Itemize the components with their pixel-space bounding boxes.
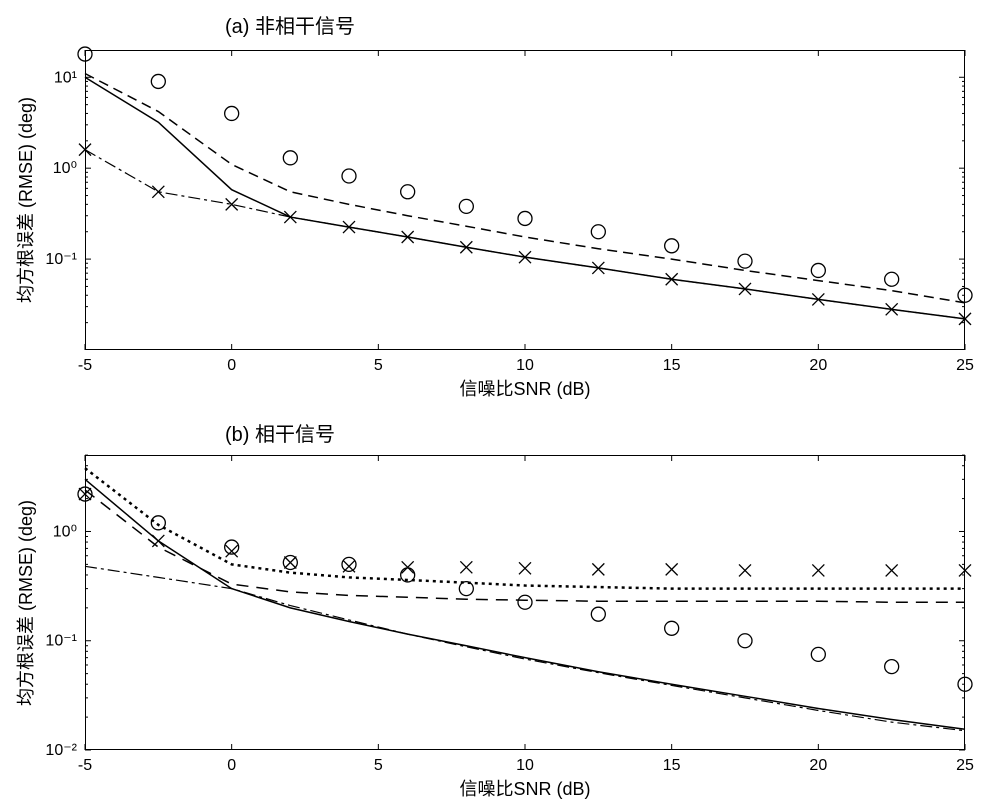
figure: (a) 非相干信号 -5051015202510⁻¹10⁰10¹ 均方根误差 (… xyxy=(0,0,1000,807)
svg-text:5: 5 xyxy=(374,757,383,774)
svg-text:10⁰: 10⁰ xyxy=(53,523,77,540)
svg-text:0: 0 xyxy=(227,757,236,774)
svg-text:10⁻²: 10⁻² xyxy=(45,742,77,759)
svg-text:10: 10 xyxy=(516,757,534,774)
panel-b-ylabel: 均方根误差 (RMSE) (deg) xyxy=(12,506,38,706)
panel-b-xlabel: 信噪比SNR (dB) xyxy=(425,775,625,801)
svg-text:10⁻¹: 10⁻¹ xyxy=(45,633,77,650)
svg-text:20: 20 xyxy=(809,757,827,774)
svg-text:15: 15 xyxy=(663,757,681,774)
svg-text:25: 25 xyxy=(956,757,974,774)
panel-b-svg: -5 0 5 10 15 20 25 10⁻² 10⁻¹ 10⁰ xyxy=(0,0,1000,807)
svg-text:-5: -5 xyxy=(78,757,92,774)
